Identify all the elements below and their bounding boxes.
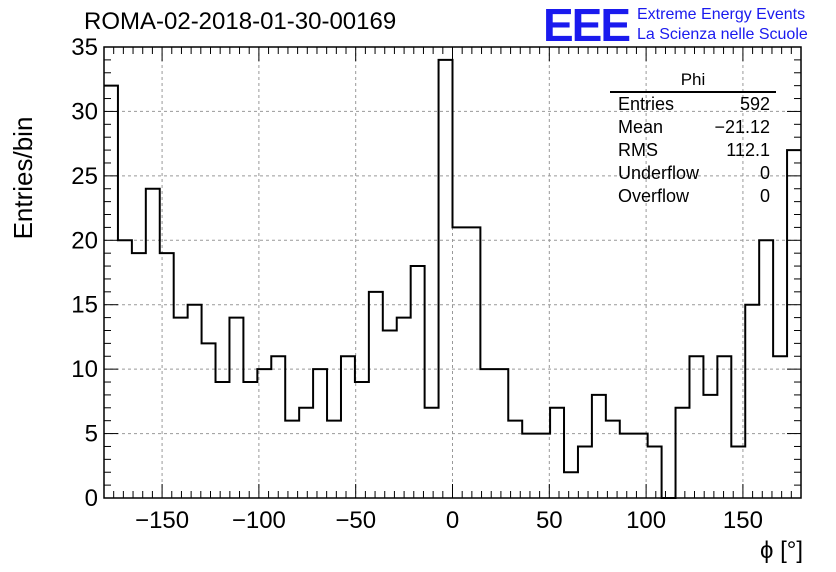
logo-subtitle-1: Extreme Energy Events — [637, 6, 806, 23]
stats-label: Underflow — [618, 163, 700, 183]
histogram-bin — [648, 446, 662, 498]
histogram-bin — [689, 356, 703, 498]
stats-title: Phi — [680, 70, 706, 89]
run-title: ROMA-02-2018-01-30-00169 — [84, 8, 397, 35]
histogram-bin — [229, 318, 243, 498]
histogram-bin — [369, 292, 383, 498]
stats-value: 592 — [739, 94, 770, 114]
histogram-bin — [243, 382, 257, 498]
histogram-bin — [773, 356, 787, 498]
y-tick-label: 25 — [71, 163, 98, 190]
stats-value: 112.1 — [726, 140, 770, 160]
histogram-bin — [355, 382, 369, 498]
histogram-bin — [676, 408, 690, 498]
histogram-bin — [383, 330, 397, 498]
histogram-bin — [257, 369, 271, 498]
stats-row-rms: RMS 112.1 — [618, 140, 770, 161]
x-axis-label: ϕ [°] — [760, 537, 803, 564]
histogram-bin — [216, 382, 230, 498]
histogram-bin — [550, 408, 564, 498]
x-tick-label: 50 — [536, 507, 563, 534]
histogram-bin — [271, 356, 285, 498]
histogram-bin — [606, 421, 620, 498]
x-tick-label: −100 — [232, 507, 286, 534]
histogram-bin — [564, 472, 578, 498]
histogram-bin — [327, 421, 341, 498]
logo-subtitle-2: La Scienza nelle Scuole — [637, 26, 808, 43]
histogram-bin — [202, 343, 216, 498]
histogram-bin — [285, 421, 299, 498]
y-tick-label: 35 — [71, 34, 98, 61]
histogram-bin — [132, 253, 146, 498]
histogram-bin — [453, 227, 467, 498]
histogram-bin — [787, 150, 801, 498]
stats-row-underflow: Underflow 0 — [618, 163, 770, 184]
stats-row-overflow: Overflow 0 — [618, 186, 770, 207]
histogram-bin — [188, 305, 202, 498]
stats-divider — [610, 91, 776, 93]
histogram-bin — [411, 266, 425, 498]
histogram-bin — [425, 408, 439, 498]
histogram-bin — [522, 434, 536, 498]
histogram-bin — [299, 408, 313, 498]
stats-value: 0 — [759, 163, 770, 183]
y-tick-label: 20 — [71, 227, 98, 254]
histogram-bin — [341, 356, 355, 498]
y-tick-label: 15 — [71, 292, 98, 319]
stats-value: 0 — [759, 186, 770, 206]
stats-label: RMS — [618, 140, 658, 160]
x-tick-label: −50 — [335, 507, 376, 534]
stats-label: Overflow — [618, 186, 690, 206]
y-tick-label: 10 — [71, 356, 98, 383]
histogram-bin — [717, 356, 731, 498]
x-tick-label: 0 — [446, 507, 459, 534]
histogram-bin — [745, 305, 759, 498]
histogram-outline — [104, 58, 801, 499]
histogram-bin — [174, 318, 188, 498]
histogram-bin — [508, 421, 522, 498]
histogram-bin — [634, 434, 648, 498]
histogram-bin — [146, 189, 160, 498]
plot-frame — [103, 46, 802, 499]
histogram-bin — [703, 395, 717, 498]
eee-logo: EEE — [543, 0, 631, 51]
histogram-bin — [439, 60, 453, 498]
stats-label: Mean — [618, 117, 664, 137]
stats-row-entries: Entries 592 — [618, 94, 770, 115]
y-tick-label: 0 — [85, 485, 98, 512]
minor-ticks — [104, 46, 801, 499]
x-tick-label: 100 — [626, 507, 666, 534]
x-tick-label: −150 — [135, 507, 189, 534]
y-tick-labels: 0 5 10 15 20 25 30 35 — [71, 34, 98, 512]
y-tick-label: 5 — [85, 421, 98, 448]
stats-value: −21.12 — [714, 117, 770, 137]
y-tick-label: 30 — [71, 98, 98, 125]
histogram-bin — [536, 434, 550, 498]
y-axis-label: Entries/bin — [8, 117, 38, 240]
histogram-bin — [620, 434, 634, 498]
histogram-bin — [397, 318, 411, 498]
x-tick-labels: −150 −100 −50 0 50 100 150 — [135, 507, 763, 534]
histogram-bin — [592, 395, 606, 498]
stats-label: Entries — [618, 94, 675, 114]
histogram-bin — [578, 446, 592, 498]
x-tick-label: 150 — [723, 507, 763, 534]
stats-row-mean: Mean −21.12 — [618, 117, 770, 138]
histogram-bin — [466, 227, 480, 498]
